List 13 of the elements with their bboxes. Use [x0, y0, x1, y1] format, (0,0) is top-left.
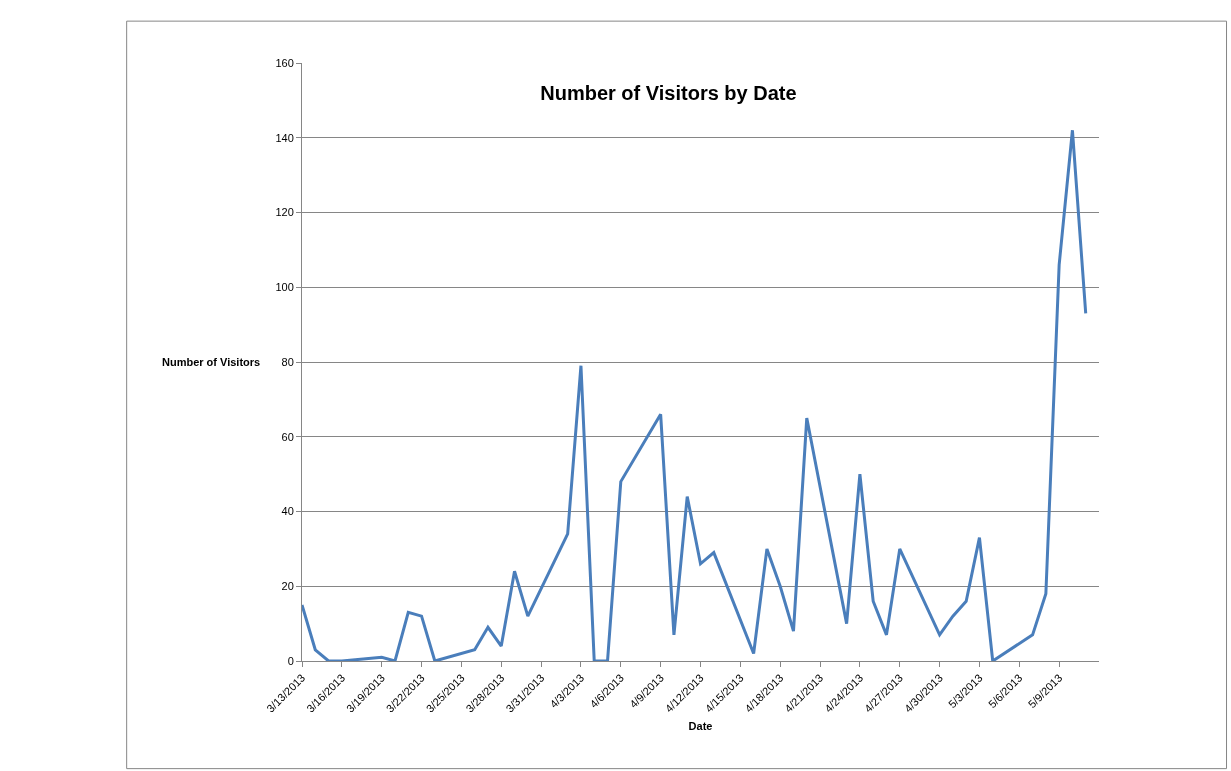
y-tick-label: 40 [281, 505, 294, 518]
y-tick-label: 0 [287, 654, 294, 667]
line-series [302, 128, 1088, 661]
y-tick-label: 60 [281, 430, 294, 443]
y-tick-label: 20 [281, 580, 294, 593]
x-axis-title: Date [688, 719, 713, 732]
y-tick-label: 120 [275, 206, 294, 219]
y-tick-label: 80 [281, 355, 294, 368]
y-tick-label: 100 [275, 281, 294, 294]
text: Number of Visitors by Date [540, 81, 797, 104]
y-axis-title: Number of Visitors [162, 356, 261, 368]
y-tick-label: 160 [275, 56, 294, 69]
y-tick-label: 140 [275, 131, 294, 144]
